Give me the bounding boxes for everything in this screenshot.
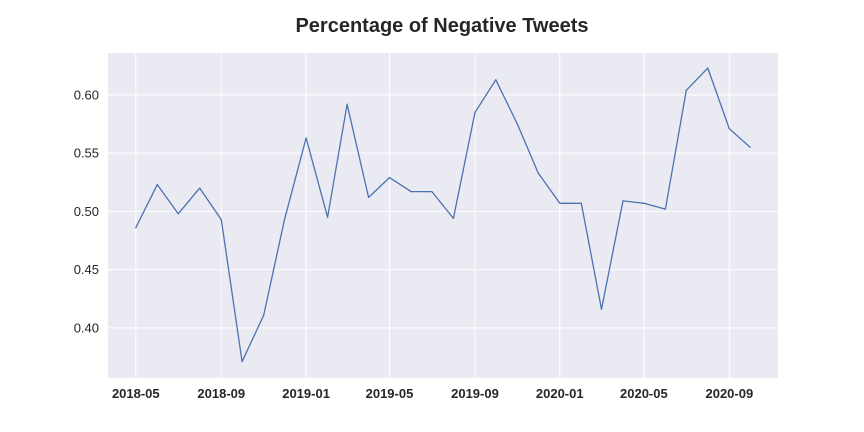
data-point xyxy=(368,196,370,199)
data-point xyxy=(559,202,561,204)
data-point xyxy=(135,227,137,229)
data-point xyxy=(537,172,539,174)
y-tick-label: 0.40 xyxy=(74,320,99,335)
x-tick-label: 2020-05 xyxy=(620,386,668,401)
data-point xyxy=(749,146,751,148)
data-point xyxy=(643,202,645,204)
data-point xyxy=(495,79,497,81)
x-tick-label: 2019-09 xyxy=(451,386,499,401)
y-tick-label: 0.55 xyxy=(74,146,99,161)
y-tick-label: 0.60 xyxy=(74,87,99,102)
data-point xyxy=(431,191,433,193)
data-point xyxy=(600,308,603,310)
data-point xyxy=(452,217,455,220)
data-point xyxy=(346,103,348,105)
data-point xyxy=(516,123,518,125)
x-tick-label: 2020-01 xyxy=(536,386,584,401)
data-point xyxy=(305,137,307,139)
series-line xyxy=(135,67,751,363)
data-point xyxy=(410,191,412,193)
y-tick-label: 0.50 xyxy=(74,204,99,219)
x-tick-label: 2019-01 xyxy=(282,386,330,401)
y-axis-tick-labels: 0.40 0.45 0.50 0.55 0.60 xyxy=(74,87,99,335)
data-point xyxy=(241,361,243,363)
plot-area xyxy=(108,53,778,378)
data-point xyxy=(156,184,158,186)
y-tick-label: 0.45 xyxy=(74,262,99,277)
data-point xyxy=(327,216,329,218)
data-point xyxy=(263,314,265,316)
data-point xyxy=(220,218,222,221)
data-point xyxy=(474,111,476,114)
x-tick-label: 2018-09 xyxy=(197,386,245,401)
data-point xyxy=(622,200,624,202)
x-tick-label: 2018-05 xyxy=(112,386,160,401)
x-axis-tick-labels: 2018-05 2018-09 2019-01 2019-05 2019-09 2020-… xyxy=(112,386,753,401)
data-point xyxy=(580,202,582,204)
data-point xyxy=(177,213,179,215)
x-tick-label: 2020-09 xyxy=(705,386,753,401)
data-point xyxy=(664,208,667,210)
chart-title: Percentage of Negative Tweets xyxy=(295,15,589,37)
data-point xyxy=(283,218,286,221)
data-point xyxy=(707,67,709,69)
data-point xyxy=(388,177,391,179)
series-layer xyxy=(135,67,751,363)
x-tick-label: 2019-05 xyxy=(366,386,414,401)
data-point xyxy=(199,187,201,189)
data-point xyxy=(685,89,687,91)
grid-lines xyxy=(108,53,778,378)
data-point xyxy=(728,128,730,130)
